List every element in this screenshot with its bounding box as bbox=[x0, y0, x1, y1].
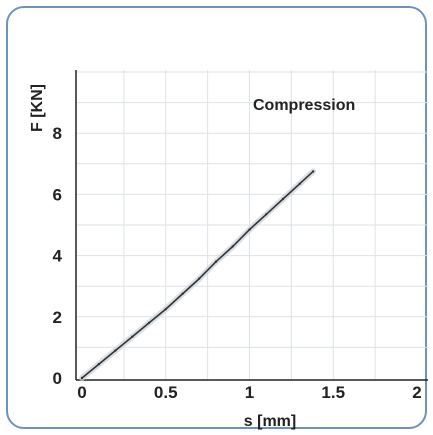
data-point bbox=[114, 349, 117, 352]
x-tick-label: 0.5 bbox=[154, 383, 178, 402]
data-point bbox=[147, 321, 151, 325]
series-group bbox=[79, 168, 317, 381]
y-axis-label: F [KN] bbox=[29, 84, 46, 132]
tick-labels: 0 0.5 1 1.5 2 0 2 4 6 8 bbox=[53, 124, 422, 402]
data-point bbox=[164, 307, 167, 311]
data-point bbox=[248, 228, 251, 231]
x-tick-label: 1 bbox=[245, 383, 254, 402]
data-point bbox=[281, 197, 285, 201]
data-point bbox=[214, 260, 218, 263]
data-point bbox=[265, 213, 268, 216]
x-tick-label: 2 bbox=[412, 383, 421, 402]
data-point bbox=[181, 292, 184, 296]
data-point bbox=[311, 170, 315, 173]
data-point bbox=[97, 363, 100, 366]
y-tick-label: 0 bbox=[53, 369, 62, 388]
data-point bbox=[231, 245, 234, 248]
x-axis-label: s [mm] bbox=[244, 413, 296, 430]
axes bbox=[75, 70, 428, 381]
grid bbox=[76, 70, 428, 380]
y-tick-label: 8 bbox=[53, 124, 62, 143]
y-tick-label: 4 bbox=[53, 247, 63, 266]
data-point bbox=[80, 376, 84, 380]
x-tick-label: 0 bbox=[77, 383, 86, 402]
y-tick-label: 2 bbox=[53, 308, 62, 327]
data-point bbox=[198, 277, 201, 280]
data-point bbox=[131, 335, 134, 338]
y-tick-label: 6 bbox=[53, 185, 62, 204]
data-point bbox=[298, 182, 301, 185]
annotation-compression: Compression bbox=[253, 97, 355, 114]
x-tick-label: 1.5 bbox=[321, 383, 345, 402]
